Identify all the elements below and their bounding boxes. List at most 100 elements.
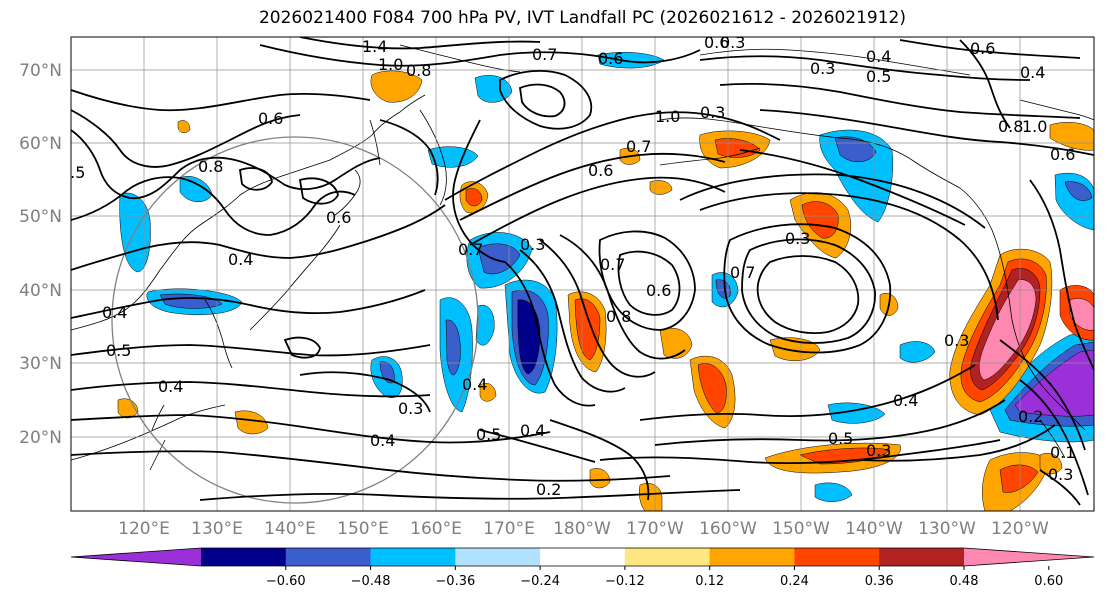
- contour-label: 0.4: [893, 391, 918, 410]
- contour-line: [444, 111, 781, 201]
- coastline-baja: [1039, 419, 1066, 459]
- contour-label: 0.4: [370, 431, 395, 450]
- colorbar-outline: [70, 547, 1095, 567]
- contour-line: [283, 336, 321, 359]
- anomaly-patch: [574, 298, 601, 361]
- anomaly-patch: [445, 319, 461, 376]
- lon-label: 120°E: [118, 519, 170, 539]
- colorbar-bin: [285, 548, 372, 566]
- contour-label: 0.2: [1018, 407, 1043, 426]
- colorbar-tick-label: 0.60: [1034, 574, 1063, 589]
- anomaly-patch: [475, 304, 495, 346]
- contour-line: [71, 450, 671, 482]
- contour-label: 0.8: [998, 117, 1023, 136]
- coastline-japan: [249, 224, 341, 331]
- coastline-japan-north: [334, 169, 361, 216]
- contour-label: 0.8: [606, 307, 631, 326]
- contour-labels: 1.4 1.0 0.8 0.6 0.8 0.6 0.4 0.4 0.5 0.4 …: [71, 33, 1075, 499]
- coastline-korea: [204, 299, 233, 369]
- coastline-philippines: [149, 439, 166, 471]
- anomaly-patch: [1064, 181, 1093, 201]
- colorbar-bin: [879, 548, 965, 566]
- contour-label: 0.3: [720, 33, 745, 52]
- contour-line: [519, 83, 566, 118]
- contour-line: [639, 364, 976, 421]
- contour-label: 0.5: [106, 341, 131, 360]
- lon-label: 160°W: [699, 519, 757, 539]
- anomaly-patch: [177, 120, 191, 133]
- colorbar-bin: [455, 548, 541, 566]
- anomaly-patch: [370, 70, 423, 103]
- lon-label: 170°W: [626, 519, 684, 539]
- lon-label: 140°E: [264, 519, 316, 539]
- lat-label: 50°N: [19, 207, 62, 227]
- anomaly-patch: [117, 398, 139, 419]
- lon-label: 130°E: [191, 519, 243, 539]
- colorbar: −0.60 −0.48 −0.36 −0.24 −0.12 0.12 0.24 0.36 0.4…: [70, 547, 1095, 589]
- contour-label: 0.3: [810, 59, 835, 78]
- lon-axis: 120°E 130°E 140°E 150°E 160°E 170°E 180°…: [118, 519, 1049, 539]
- colorbar-tick-label: −0.12: [605, 574, 645, 589]
- contour-label: 0.6: [1050, 145, 1075, 164]
- pv-contours: [71, 37, 1094, 506]
- contour-line: [559, 234, 686, 360]
- contour-line: [71, 129, 381, 199]
- contour-line: [71, 89, 371, 112]
- coastline-alaska: [659, 117, 961, 189]
- contour-label: 0.6: [326, 208, 351, 227]
- anomaly-patch: [697, 363, 727, 413]
- contour-line: [452, 119, 506, 263]
- lat-label: 30°N: [19, 354, 62, 374]
- contour-label: 0.7: [730, 263, 755, 282]
- contour-line: [379, 119, 439, 196]
- anomaly-patch: [899, 341, 936, 363]
- contour-label: 1.4: [362, 37, 387, 56]
- coastline-canada: [1019, 99, 1094, 121]
- contour-label: 0.4: [102, 303, 127, 322]
- contour-label: 0.7: [626, 137, 651, 156]
- contour-line: [719, 82, 1081, 119]
- contour-label: 0.4: [462, 375, 487, 394]
- contour-label: 0.3: [866, 441, 891, 460]
- contour-line: [617, 250, 681, 316]
- colorbar-bin: [540, 548, 626, 566]
- contour-line: [71, 344, 431, 357]
- contour-label: 0.5: [828, 429, 853, 448]
- contour-line: [598, 230, 696, 331]
- contour-line: [479, 429, 596, 463]
- contour-label: 0.4: [158, 377, 183, 396]
- contour-line: [739, 149, 966, 226]
- contour-label: 0.3: [520, 235, 545, 254]
- colorbar-tick-label: 0.12: [695, 574, 724, 589]
- colorbar-extend-low: [71, 548, 201, 566]
- map-frame-bg: [71, 37, 1094, 511]
- contour-label: 0.5: [476, 425, 501, 444]
- contour-label: 0.3: [1048, 465, 1073, 484]
- contour-line: [756, 255, 860, 335]
- reference-circle: [111, 136, 479, 504]
- contour-line: [299, 371, 431, 413]
- colorbar-tick-label: −0.36: [435, 574, 475, 589]
- map-border: [70, 36, 1095, 512]
- lon-label: 130°W: [918, 519, 976, 539]
- contour-label: 1.0: [378, 55, 403, 74]
- lon-label: 150°E: [337, 519, 389, 539]
- contour-line: [71, 109, 301, 168]
- contour-line: [504, 261, 596, 407]
- anomaly-patch: [999, 464, 1039, 493]
- contour-line: [71, 204, 446, 271]
- coastlines: [71, 44, 1094, 471]
- contour-line: [959, 39, 1011, 129]
- contour-line: [459, 152, 726, 221]
- colorbar-tick-label: 0.24: [780, 574, 809, 589]
- contour-line: [549, 419, 650, 501]
- contour-label: 0.8: [406, 61, 431, 80]
- contour-label: 0.7: [458, 240, 483, 259]
- contour-line: [499, 70, 593, 130]
- contour-label: 0.6: [588, 161, 613, 180]
- anomaly-patch: [479, 382, 497, 402]
- contour-label: 0.6: [258, 109, 283, 128]
- contour-line: [469, 176, 726, 246]
- contour-label: 0.4: [866, 47, 891, 66]
